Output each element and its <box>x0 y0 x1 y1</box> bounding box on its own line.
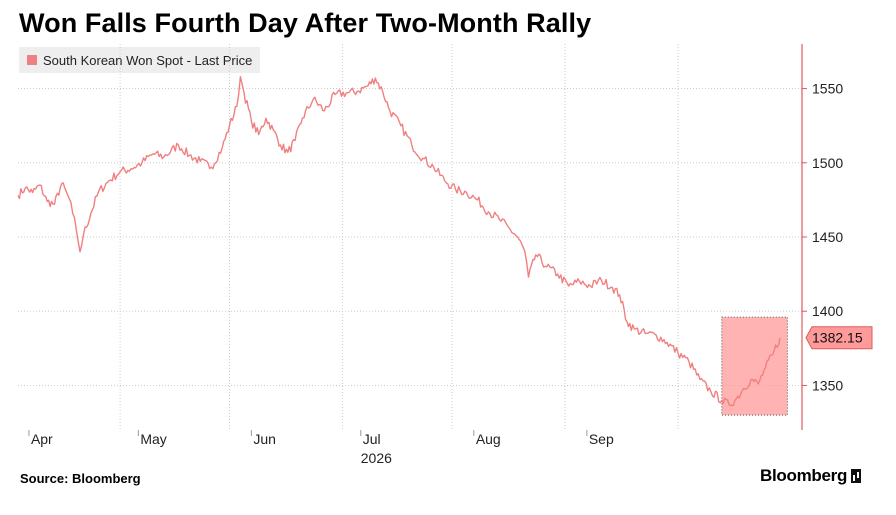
chart-title: Won Falls Fourth Day After Two-Month Ral… <box>19 8 592 38</box>
bloomberg-logo: Bloomberg <box>760 466 862 486</box>
x-tick-label: Aug <box>476 431 501 447</box>
bloomberg-mark-icon <box>851 469 862 483</box>
y-tick-label: 1350 <box>812 377 843 393</box>
y-tick-label: 1500 <box>812 155 843 171</box>
source-note: Source: Bloomberg <box>20 471 141 486</box>
y-tick-labels: 1350 1400 1450 1500 1550 <box>812 81 843 394</box>
last-value-layer: 1382.15 <box>805 326 873 350</box>
x-tick-label: Jun <box>253 431 276 447</box>
x-tick-label: Apr <box>31 431 53 447</box>
legend-swatch <box>27 55 37 65</box>
series-line <box>17 75 781 407</box>
x-tick-labels: Apr May Jun Jul Aug Sep 2026 <box>28 430 614 466</box>
x-tick-label: Sep <box>589 431 614 447</box>
x-tick-label: May <box>140 431 166 447</box>
legend-label: South Korean Won Spot - Last Price <box>43 52 253 68</box>
highlight-box <box>721 316 788 416</box>
series-layer <box>17 75 781 407</box>
y-tick-label: 1550 <box>812 81 843 97</box>
x-tick-label: Jul <box>363 431 381 447</box>
last-value-badge <box>805 326 873 350</box>
y-axis <box>801 44 807 430</box>
legend: South Korean Won Spot - Last Price <box>19 47 261 73</box>
last-value-label: 1382.15 <box>812 330 863 346</box>
y-tick-label: 1400 <box>812 303 843 319</box>
y-tick-label: 1450 <box>812 229 843 245</box>
brand-text: Bloomberg <box>760 466 848 485</box>
x-year-label: 2026 <box>361 450 392 466</box>
grid-lines <box>18 44 802 430</box>
highlight-layer <box>721 316 788 416</box>
